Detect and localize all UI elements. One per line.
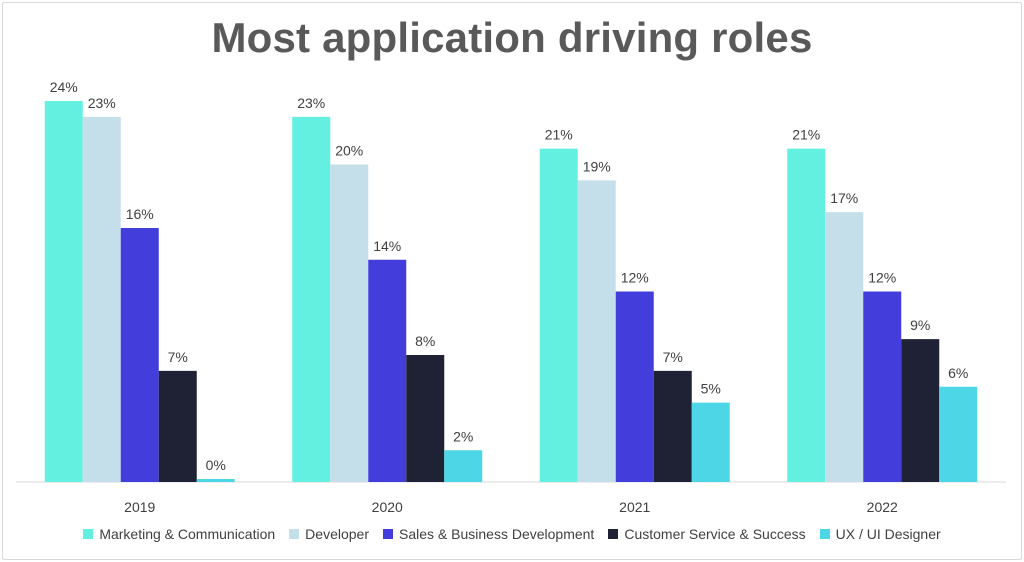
data-label: 19% [583, 158, 611, 174]
legend-label: UX / UI Designer [835, 526, 941, 542]
x-tick-label: 2020 [372, 499, 403, 515]
data-label: 12% [868, 270, 896, 286]
legend-swatch [819, 529, 830, 539]
data-label: 21% [792, 127, 820, 143]
data-label: 7% [168, 349, 188, 365]
legend-item: Customer Service & Success [608, 526, 806, 542]
chart-legend: Marketing & Communication Developer Sales … [0, 526, 1024, 542]
legend-label: Sales & Business Development [399, 526, 595, 542]
bar [577, 180, 616, 482]
data-label: 17% [830, 190, 858, 206]
data-label: 23% [88, 95, 116, 111]
data-label: 24% [50, 79, 78, 95]
data-label: 5% [701, 381, 721, 397]
data-label: 21% [545, 127, 573, 143]
legend-item: Marketing & Communication [83, 526, 275, 542]
bar [539, 148, 578, 482]
bar [406, 355, 445, 482]
bar [615, 291, 654, 482]
data-label: 2% [453, 428, 473, 444]
data-label: 16% [126, 206, 154, 222]
bar [691, 402, 730, 482]
bar [863, 291, 902, 482]
data-label: 9% [910, 317, 930, 333]
legend-swatch [608, 529, 619, 539]
data-label: 8% [415, 333, 435, 349]
bar [44, 101, 83, 482]
bar [444, 450, 483, 482]
legend-label: Marketing & Communication [99, 526, 276, 542]
data-label: 0% [206, 457, 226, 473]
legend-item: Sales & Business Development [383, 526, 594, 542]
legend-label: Developer [305, 526, 369, 542]
x-tick-label: 2022 [867, 499, 898, 515]
bar [158, 370, 197, 482]
data-label: 20% [335, 143, 363, 159]
data-label: 14% [373, 238, 401, 254]
legend-swatch [83, 529, 94, 539]
bar [825, 212, 864, 482]
data-label: 6% [948, 365, 968, 381]
bar-chart: 24% 23% 16% 7% 0% 2019 23% 20% 14% 8% 2% 2020 21% 19%… [16, 79, 1006, 515]
bar [120, 228, 159, 482]
bar [901, 339, 940, 482]
bar [330, 164, 369, 482]
bar [82, 116, 121, 482]
legend-swatch [383, 529, 393, 539]
legend-item: UX / UI Designer [819, 526, 941, 542]
data-label: 7% [663, 349, 683, 365]
bar [292, 116, 331, 482]
legend-item: Developer [289, 526, 369, 542]
data-label: 12% [621, 270, 649, 286]
bar [939, 386, 978, 482]
bar [787, 148, 826, 482]
bar [368, 259, 407, 482]
legend-label: Customer Service & Success [624, 526, 806, 542]
bar [196, 479, 235, 482]
x-tick-label: 2019 [124, 499, 155, 515]
data-label: 23% [297, 95, 325, 111]
legend-swatch [289, 529, 300, 539]
bar [653, 370, 692, 482]
x-tick-label: 2021 [619, 499, 650, 515]
chart-title: Most application driving roles [211, 14, 813, 61]
